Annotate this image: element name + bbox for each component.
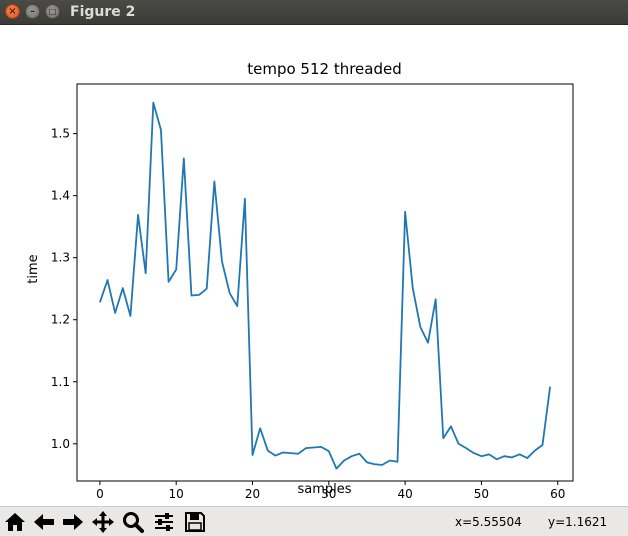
window-titlebar: × – □ Figure 2 [0, 0, 628, 25]
zoom-icon [122, 512, 144, 533]
home-button[interactable] [2, 510, 27, 534]
figure-canvas[interactable]: tempo 512 threaded samples time 0 10 20 30 4… [0, 25, 628, 506]
y-tick-label: 1.3 [51, 251, 70, 265]
x-tick-label: 0 [96, 487, 104, 501]
forward-button[interactable] [60, 510, 85, 534]
window-maximize-button[interactable]: □ [45, 4, 60, 19]
x-tick-label: 30 [321, 487, 336, 501]
home-icon [4, 513, 25, 531]
cursor-y-readout: y=1.1621 [548, 515, 608, 529]
window-close-button[interactable]: × [5, 4, 20, 19]
save-icon [184, 512, 205, 532]
window-minimize-button[interactable]: – [25, 4, 40, 19]
y-axis-label: time [26, 254, 41, 283]
x-tick-label: 10 [169, 487, 184, 501]
x-axis-label: samples [297, 482, 351, 497]
y-tick-label: 1.4 [51, 189, 70, 203]
x-tick-label: 50 [474, 487, 489, 501]
back-button[interactable] [31, 510, 56, 534]
window-title: Figure 2 [70, 4, 136, 20]
x-tick-label: 60 [550, 487, 565, 501]
figure-background [0, 25, 628, 506]
zoom-button[interactable] [120, 510, 145, 534]
pan-icon [91, 511, 114, 533]
x-tick-label: 20 [245, 487, 260, 501]
save-button[interactable] [182, 510, 207, 534]
pan-button[interactable] [90, 510, 115, 534]
navigation-toolbar: x=5.55504 y=1.1621 [0, 506, 628, 536]
cursor-x-readout: x=5.55504 [455, 515, 522, 529]
y-tick-label: 1.2 [51, 313, 70, 327]
y-tick-label: 1.1 [51, 375, 70, 389]
subplots-config-icon [154, 513, 173, 531]
forward-arrow-icon [62, 514, 83, 530]
back-arrow-icon [33, 514, 54, 530]
series-line [99, 101, 552, 470]
subplots-config-button[interactable] [151, 510, 176, 534]
x-tick-label: 40 [397, 487, 412, 501]
chart-title: tempo 512 threaded [247, 60, 402, 78]
line-chart: tempo 512 threaded samples time 0 10 20 30 4… [0, 25, 628, 506]
axes-frame [76, 83, 574, 482]
y-tick-label: 1.5 [51, 127, 70, 141]
y-tick-label: 1.0 [51, 437, 70, 451]
